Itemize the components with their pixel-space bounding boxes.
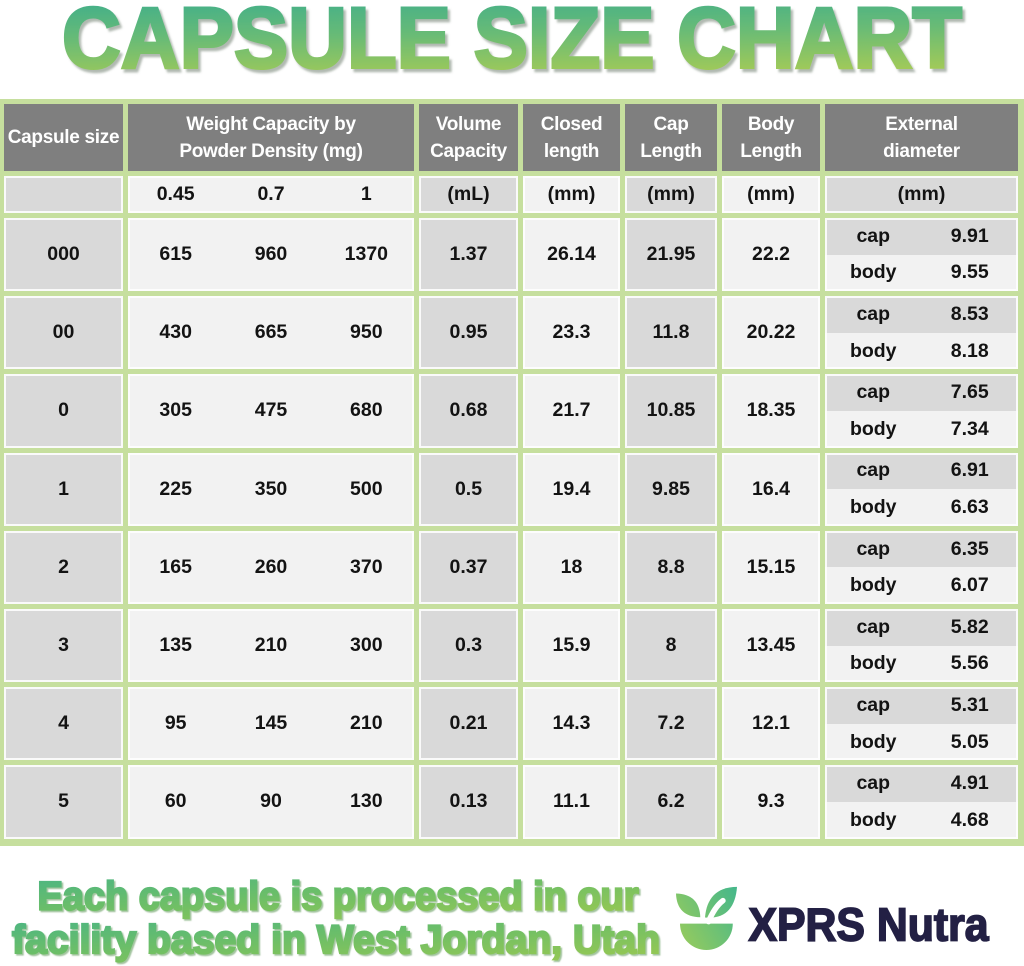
svg-text:facility based in West Jordan,: facility based in West Jordan, Utah: [12, 918, 660, 962]
svg-text:CAPSULE SIZE CHART: CAPSULE SIZE CHART: [62, 0, 962, 87]
svg-text:Each capsule is processed in o: Each capsule is processed in our: [38, 875, 639, 919]
svg-text:XPRS Nutra: XPRS Nutra: [749, 899, 989, 951]
